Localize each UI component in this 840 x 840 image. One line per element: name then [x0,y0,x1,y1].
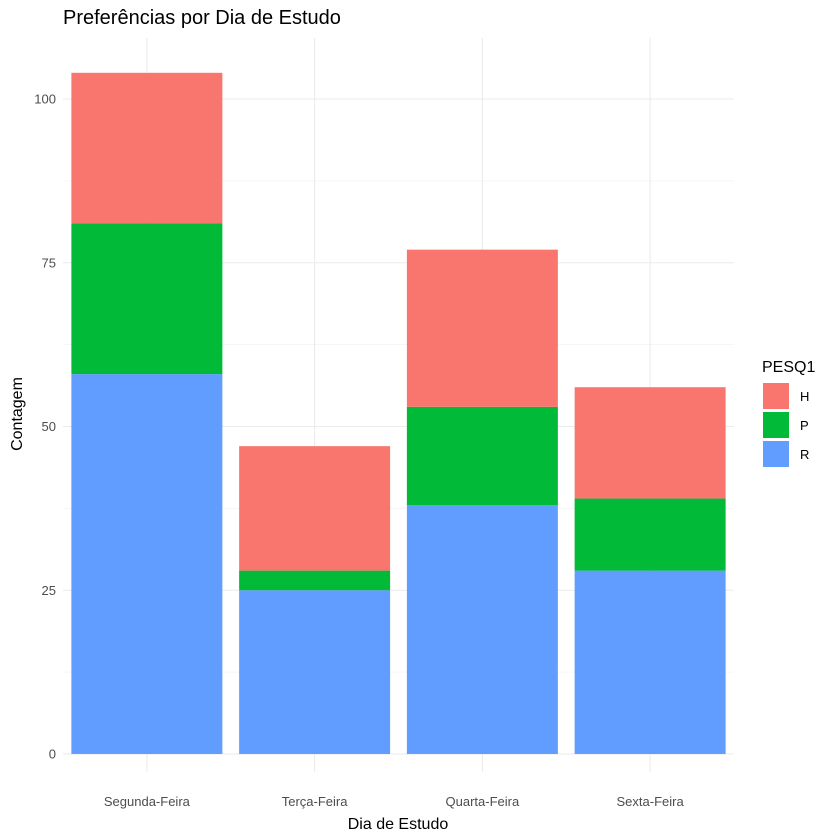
chart-title: Preferências por Dia de Estudo [63,7,341,29]
legend-title: PESQ1 [762,359,815,376]
bar-segment [406,505,558,754]
y-tick-label: 50 [42,419,56,434]
x-tick-label: Sexta-Feira [617,794,685,809]
legend-key [763,412,789,438]
bar-segment [406,249,558,407]
bar-segment [239,446,391,571]
legend-key [763,383,789,409]
bar-segment [71,374,223,754]
legend-label: P [800,418,809,433]
bar-segment [239,570,391,591]
bar-segment [574,570,726,754]
bar-segment [71,223,223,375]
bars [71,72,726,754]
bar-segment [406,406,558,506]
y-tick-label: 0 [49,747,56,762]
bar-segment [574,498,726,571]
legend-label: R [800,447,809,462]
bar-segment [239,590,391,754]
y-axis-ticks: 0 25 50 75 100 [34,92,56,762]
y-tick-label: 100 [34,92,56,107]
y-axis-title: Contagem [9,377,26,451]
x-axis-ticks: Segunda-Feira Terça-Feira Quarta-Feira Sext… [104,794,685,809]
legend-label: H [800,389,809,404]
y-tick-label: 75 [42,255,56,270]
x-tick-label: Quarta-Feira [446,794,520,809]
bar-segment [574,387,726,499]
legend-key [763,441,789,467]
x-axis-title: Dia de Estudo [348,816,449,833]
bar-segment [71,72,223,224]
y-tick-label: 25 [42,583,56,598]
x-tick-label: Terça-Feira [282,794,349,809]
legend: PESQ1 HPR [762,359,815,467]
x-tick-label: Segunda-Feira [104,794,191,809]
